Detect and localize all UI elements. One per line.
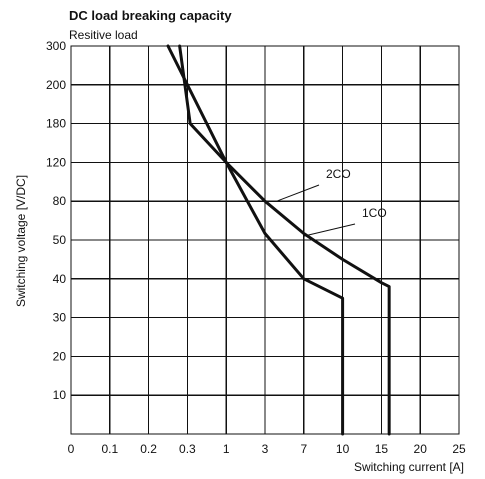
grid-layer bbox=[70, 45, 460, 435]
x-tick-label: 0.3 bbox=[179, 442, 196, 456]
x-tick-layer: 0 0.1 0.2 0.3 1 3 7 10 15 20 25 bbox=[68, 442, 466, 456]
y-tick-layer: 10 20 30 40 50 80 120 180 200 300 bbox=[46, 39, 66, 402]
chart-title: DC load breaking capacity bbox=[69, 8, 232, 23]
2co-leader-line bbox=[276, 184, 320, 202]
x-tick-label: 0.2 bbox=[140, 442, 157, 456]
x-tick-label: 0.1 bbox=[101, 442, 118, 456]
series-layer bbox=[166, 44, 391, 436]
plot-frame bbox=[70, 45, 460, 435]
x-tick-label: 25 bbox=[452, 442, 466, 456]
chart-subtitle: Resitive load bbox=[69, 28, 138, 42]
2co-curve bbox=[166, 44, 345, 436]
y-tick-label: 80 bbox=[53, 194, 67, 208]
1co-curve bbox=[178, 44, 391, 436]
y-tick-label: 40 bbox=[53, 272, 67, 286]
y-axis-label: Switching voltage [V/DC] bbox=[14, 175, 28, 307]
y-tick-label: 300 bbox=[46, 39, 66, 53]
x-axis-label: Switching current [A] bbox=[354, 460, 464, 474]
x-tick-label: 20 bbox=[414, 442, 428, 456]
y-tick-label: 20 bbox=[53, 349, 67, 363]
1co-curve-label: 1CO bbox=[362, 206, 387, 220]
2co-curve-label: 2CO bbox=[326, 167, 351, 181]
y-tick-label: 50 bbox=[53, 233, 67, 247]
x-tick-label: 3 bbox=[262, 442, 269, 456]
y-tick-label: 120 bbox=[46, 155, 66, 169]
x-tick-label: 10 bbox=[336, 442, 350, 456]
y-tick-label: 30 bbox=[53, 311, 67, 325]
x-tick-label: 0 bbox=[68, 442, 75, 456]
x-tick-label: 7 bbox=[300, 442, 307, 456]
y-tick-label: 10 bbox=[53, 388, 67, 402]
y-tick-label: 180 bbox=[46, 117, 66, 131]
x-tick-label: 1 bbox=[223, 442, 230, 456]
x-tick-label: 15 bbox=[375, 442, 389, 456]
1co-leader-line bbox=[303, 223, 356, 237]
curve-label-layer: 2CO 1CO bbox=[276, 167, 387, 237]
y-tick-label: 200 bbox=[46, 78, 66, 92]
